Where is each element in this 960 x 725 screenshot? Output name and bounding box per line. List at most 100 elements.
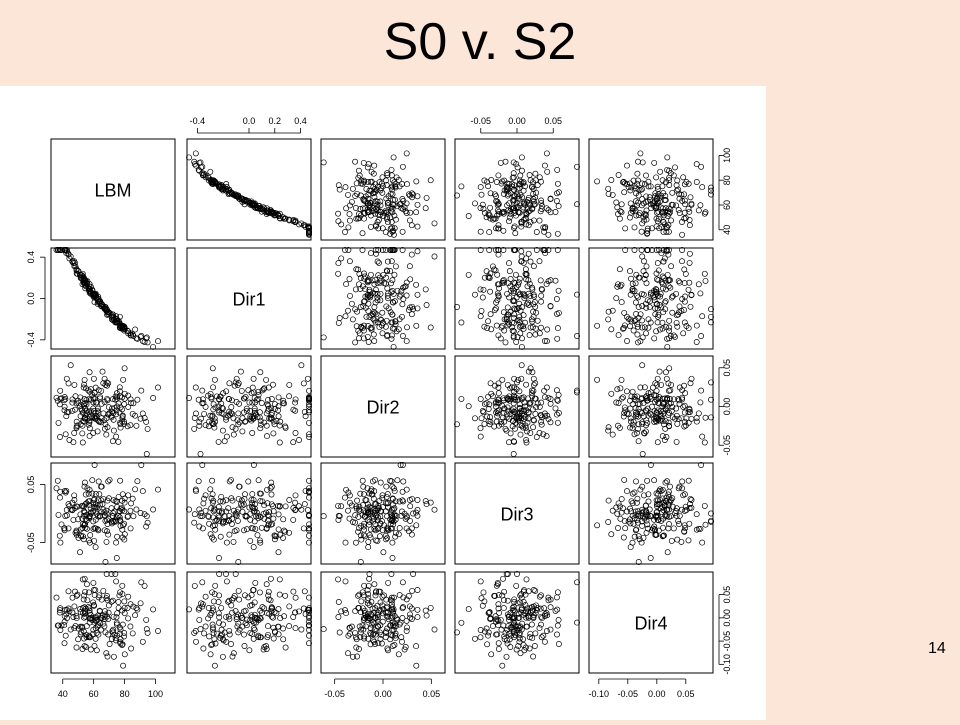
point [697, 202, 704, 209]
point [693, 179, 700, 185]
point [355, 513, 362, 520]
point [389, 224, 396, 231]
point [86, 607, 93, 614]
point [306, 229, 312, 236]
point [621, 476, 628, 483]
point [298, 362, 305, 369]
point [77, 275, 84, 281]
point [520, 323, 527, 330]
point [56, 532, 63, 539]
point [529, 406, 536, 413]
point [367, 200, 374, 207]
point [220, 390, 227, 397]
point [85, 604, 92, 611]
point [631, 224, 638, 231]
point [679, 478, 686, 485]
point [531, 643, 538, 649]
point [366, 313, 373, 320]
point [65, 250, 72, 257]
point [414, 512, 421, 519]
point [352, 608, 359, 615]
point [628, 508, 634, 515]
point [306, 532, 312, 539]
point [219, 427, 226, 434]
point [235, 410, 242, 417]
point [405, 307, 412, 313]
point [507, 276, 514, 282]
point [240, 501, 247, 508]
point [101, 425, 108, 432]
point [506, 321, 513, 328]
point [265, 623, 271, 630]
point [104, 395, 111, 402]
point [545, 207, 552, 214]
point [629, 500, 636, 507]
point [675, 517, 682, 524]
point [538, 178, 544, 185]
point [502, 158, 509, 165]
point [495, 384, 502, 391]
point [644, 230, 651, 237]
point [226, 380, 233, 387]
point [92, 617, 99, 624]
point [538, 592, 545, 599]
point [653, 174, 660, 181]
point [223, 388, 230, 395]
point [133, 605, 140, 611]
point [627, 424, 634, 431]
point [639, 510, 645, 517]
point [240, 395, 247, 402]
point [306, 494, 312, 501]
point [271, 209, 278, 216]
point [352, 539, 359, 546]
point [360, 523, 367, 530]
tick-label-dir4: -0.10 [589, 689, 610, 699]
point [306, 613, 312, 619]
point [384, 499, 391, 506]
point [381, 209, 388, 216]
point [87, 532, 94, 539]
point [365, 307, 372, 314]
point [655, 191, 662, 198]
point [633, 271, 640, 278]
point [263, 422, 270, 429]
point [618, 209, 625, 216]
point [390, 518, 397, 525]
point [113, 316, 120, 323]
point [477, 286, 484, 293]
panel-dir4-dir2 [320, 571, 446, 674]
point [477, 425, 484, 432]
point [335, 218, 342, 225]
point [675, 278, 682, 285]
point [376, 505, 382, 511]
point [510, 224, 517, 231]
point [342, 313, 349, 320]
point [642, 428, 649, 435]
point [653, 414, 660, 421]
point [660, 532, 667, 539]
point [651, 523, 658, 530]
point [494, 198, 501, 205]
point [408, 531, 415, 538]
point [422, 286, 429, 293]
point [306, 401, 312, 408]
point [638, 290, 645, 297]
point [248, 612, 255, 619]
point [574, 333, 580, 339]
point [104, 382, 110, 389]
point [664, 154, 671, 161]
point [335, 516, 342, 523]
point [518, 154, 525, 161]
point [631, 431, 638, 438]
point [193, 410, 199, 417]
point [96, 491, 103, 498]
point [545, 231, 552, 238]
point [306, 407, 312, 414]
point [109, 438, 116, 445]
point [347, 292, 353, 299]
point [290, 516, 297, 523]
point [62, 513, 69, 519]
point [398, 512, 405, 519]
point [255, 477, 262, 484]
point [637, 384, 644, 391]
